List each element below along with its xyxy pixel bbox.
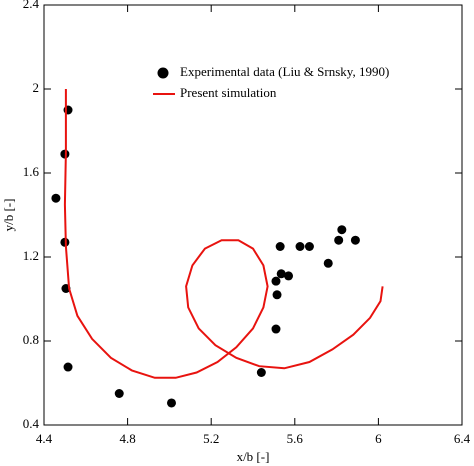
data-point (256, 368, 266, 377)
data-point (63, 362, 73, 372)
data-point (272, 290, 282, 300)
data-point (284, 271, 294, 281)
x-tick-label: 5.6 (287, 431, 304, 446)
x-tick-label: 4.4 (36, 431, 53, 446)
y-tick-label: 1.2 (23, 248, 39, 263)
y-tick-label: 0.4 (23, 416, 40, 431)
y-tick-label: 2 (33, 80, 40, 95)
data-point (166, 398, 176, 408)
data-point (275, 242, 285, 251)
data-point (304, 242, 314, 251)
plot-frame (43, 4, 463, 426)
y-tick-label: 0.8 (23, 332, 39, 347)
data-point (51, 193, 61, 203)
x-tick-label: 5.2 (203, 431, 219, 446)
data-point (334, 235, 344, 245)
y-tick-label: 2.4 (23, 0, 40, 11)
simulation-line (63, 89, 384, 379)
data-point (114, 389, 124, 398)
data-point (276, 269, 286, 279)
x-tick-label: 6.4 (454, 431, 471, 446)
legend-label: Present simulation (180, 85, 277, 100)
x-axis-label: x/b [-] (237, 449, 270, 464)
x-tick-label: 6 (375, 431, 382, 446)
legend-marker (157, 67, 169, 79)
data-point (337, 225, 347, 235)
legend-label: Experimental data (Liu & Srnsky, 1990) (180, 64, 389, 79)
data-point (271, 276, 281, 286)
data-point (295, 242, 305, 251)
data-point (63, 105, 73, 115)
data-point (350, 235, 360, 245)
data-point (323, 258, 333, 268)
data-point (271, 324, 281, 334)
x-tick-label: 4.8 (119, 431, 135, 446)
y-axis-label: y/b [-] (1, 199, 16, 232)
y-tick-label: 1.6 (23, 164, 40, 179)
